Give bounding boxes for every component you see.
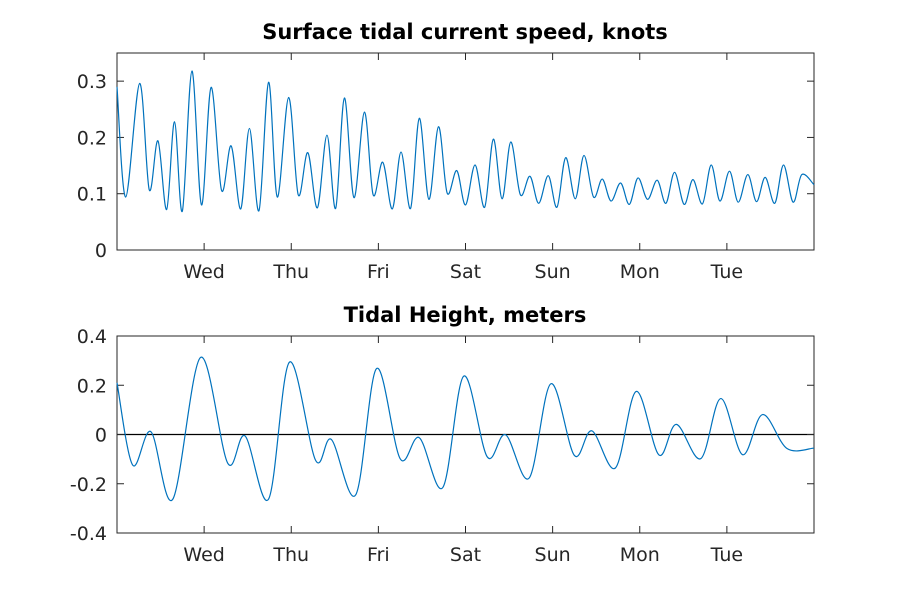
current-speed-axes [116, 52, 815, 251]
current-speed-x-tick-label: Mon [620, 261, 660, 283]
current-speed-chart: Surface tidal current speed, knots 0 0.1 0… [77, 20, 815, 283]
tidal-height-y-tick-label: 0.2 [77, 375, 107, 397]
current-speed-x-tick-label: Fri [367, 261, 390, 283]
tidal-height-y-tick-label: 0 [95, 425, 107, 447]
tidal-height-y-tick-label: -0.2 [70, 474, 107, 496]
tidal-height-x-tick-label: Thu [272, 544, 309, 566]
current-speed-x-tick-label: Wed [183, 261, 224, 283]
current-speed-x-tick-label: Sun [535, 261, 571, 283]
current-speed-x-tick-label: Thu [272, 261, 309, 283]
current-speed-x-tick-label: Tue [710, 261, 743, 283]
tidal-height-x-tick-label: Fri [367, 544, 390, 566]
current-speed-y-tick-label: 0 [95, 240, 107, 262]
tidal-height-y-tick-label: 0.4 [77, 326, 107, 348]
current-speed-series-line [116, 70, 815, 212]
current-speed-y-tick-label: 0.2 [77, 127, 107, 149]
tidal-height-x-tick-label: Tue [710, 544, 743, 566]
tidal-height-x-tick-label: Sun [535, 544, 571, 566]
current-speed-x-tick-label: Sat [450, 261, 481, 283]
tidal-height-x-tick-label: Wed [183, 544, 224, 566]
tidal-height-x-tick-label: Sat [450, 544, 481, 566]
tidal-height-chart: Tidal Height, meters -0.4 -0.2 0 0.2 0.4 Wed… [70, 303, 815, 566]
current-speed-title: Surface tidal current speed, knots [262, 20, 668, 44]
current-speed-y-tick-label: 0.1 [77, 184, 107, 206]
tidal-height-title: Tidal Height, meters [344, 303, 587, 327]
tidal-height-x-tick-label: Mon [620, 544, 660, 566]
tidal-height-series-line [116, 356, 815, 502]
current-speed-y-tick-label: 0.3 [77, 71, 107, 93]
tidal-height-y-tick-label: -0.4 [70, 523, 107, 545]
